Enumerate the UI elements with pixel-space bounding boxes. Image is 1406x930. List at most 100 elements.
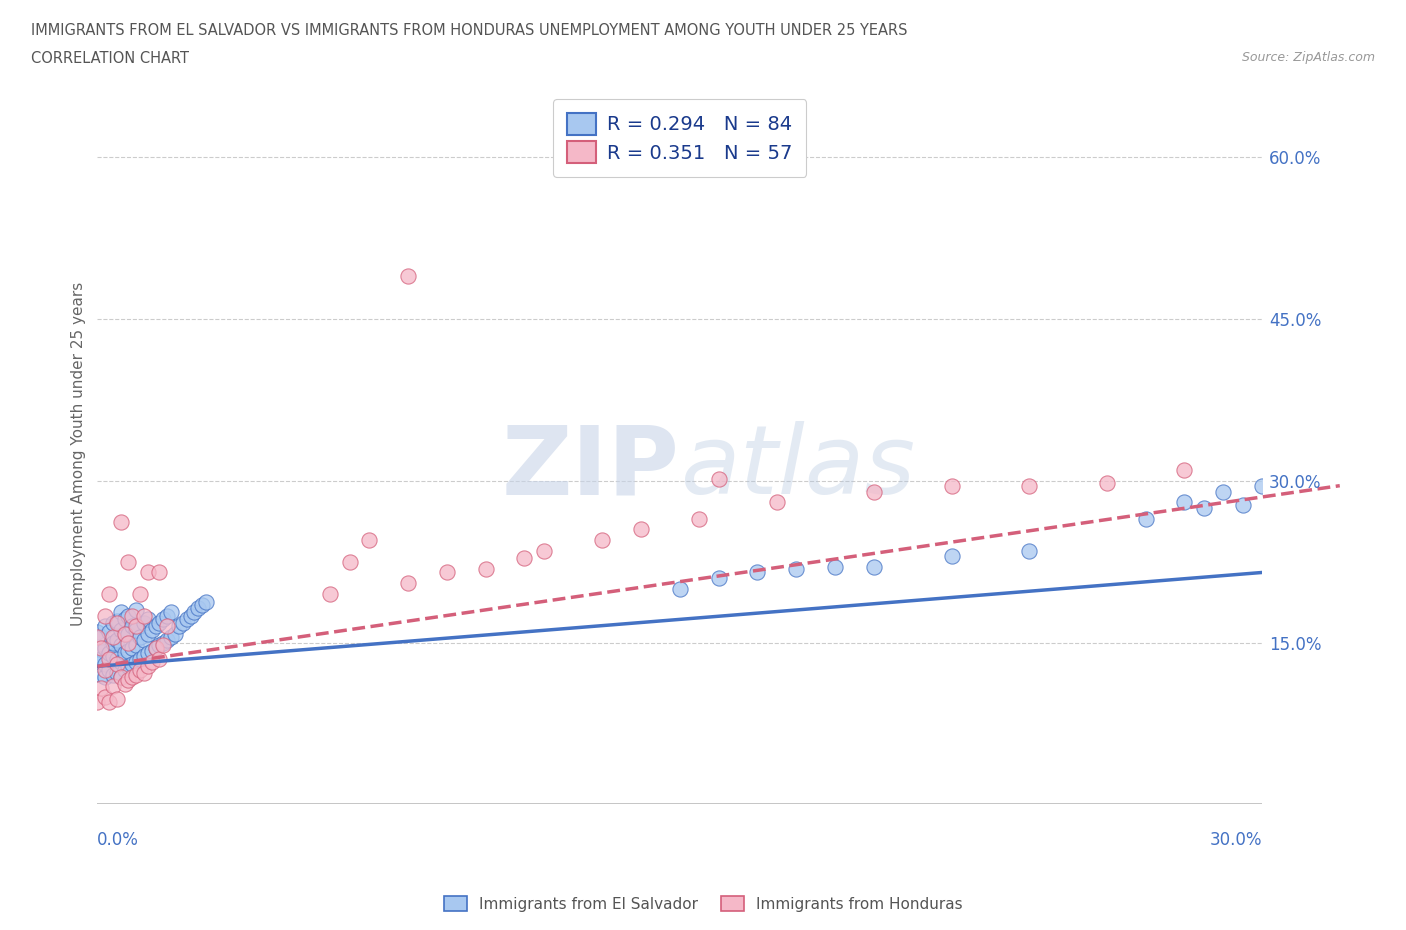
Point [765,495,787,510]
Legend: R = 0.294   N = 84, R = 0.351   N = 57: R = 0.294 N = 84, R = 0.351 N = 57 [553,99,807,177]
Point [533,543,555,558]
Point [98,624,121,639]
Point [359,533,381,548]
Point [117,658,139,673]
Point [513,551,536,565]
Point [132,633,155,648]
Point [195,594,218,609]
Point [94,641,117,656]
Point [863,560,886,575]
Point [148,565,170,580]
Point [105,616,128,631]
Point [630,522,652,537]
Point [121,641,143,656]
Point [98,651,121,666]
Point [117,635,139,650]
Point [148,616,170,631]
Point [94,608,117,623]
Point [1212,485,1234,499]
Point [90,668,112,683]
Point [125,619,148,634]
Point [141,655,163,670]
Point [1095,475,1118,490]
Point [136,658,159,673]
Point [152,611,174,626]
Point [167,619,190,634]
Point [121,619,143,634]
Point [1192,500,1215,515]
Point [94,689,117,704]
Point [121,657,143,671]
Point [156,619,179,634]
Point [86,695,108,710]
Text: IMMIGRANTS FROM EL SALVADOR VS IMMIGRANTS FROM HONDURAS UNEMPLOYMENT AMONG YOUTH: IMMIGRANTS FROM EL SALVADOR VS IMMIGRANT… [31,23,907,38]
Point [132,648,155,663]
Point [863,485,886,499]
Point [160,630,183,644]
Point [129,662,152,677]
Point [86,630,108,644]
Point [941,479,963,494]
Point [1018,543,1040,558]
Point [156,633,179,648]
Point [1173,462,1195,477]
Point [110,622,132,637]
Point [785,562,807,577]
Point [1173,495,1195,510]
Point [98,662,121,677]
Text: 30.0%: 30.0% [1209,831,1263,849]
Point [396,269,419,284]
Point [160,604,183,619]
Point [187,601,209,616]
Point [129,651,152,666]
Point [117,627,139,642]
Point [90,681,112,696]
Point [101,616,124,631]
Point [183,604,205,619]
Point [86,624,108,639]
Point [172,616,194,631]
Point [824,560,846,575]
Legend: Immigrants from El Salvador, Immigrants from Honduras: Immigrants from El Salvador, Immigrants … [437,889,969,918]
Point [86,641,108,656]
Point [136,627,159,642]
Text: ZIP: ZIP [502,421,679,514]
Point [110,670,132,684]
Point [98,646,121,661]
Point [141,644,163,658]
Point [117,554,139,569]
Point [747,565,769,580]
Point [98,587,121,602]
Point [339,554,361,569]
Point [180,608,202,623]
Point [98,695,121,710]
Point [90,641,112,656]
Point [145,641,167,656]
Point [176,611,198,626]
Point [163,627,186,642]
Point [319,587,342,602]
Point [90,651,112,666]
Point [148,637,170,652]
Point [707,472,730,486]
Point [121,608,143,623]
Point [1251,479,1274,494]
Point [114,627,136,642]
Point [136,611,159,626]
Text: CORRELATION CHART: CORRELATION CHART [31,51,188,66]
Point [396,576,419,591]
Point [129,587,152,602]
Text: 0.0%: 0.0% [97,831,139,849]
Point [436,565,458,580]
Point [145,641,167,656]
Point [114,676,136,691]
Point [101,635,124,650]
Point [1135,512,1157,526]
Point [132,665,155,680]
Point [668,581,690,596]
Point [110,604,132,619]
Point [114,646,136,661]
Point [110,655,132,670]
Point [148,651,170,666]
Point [132,616,155,631]
